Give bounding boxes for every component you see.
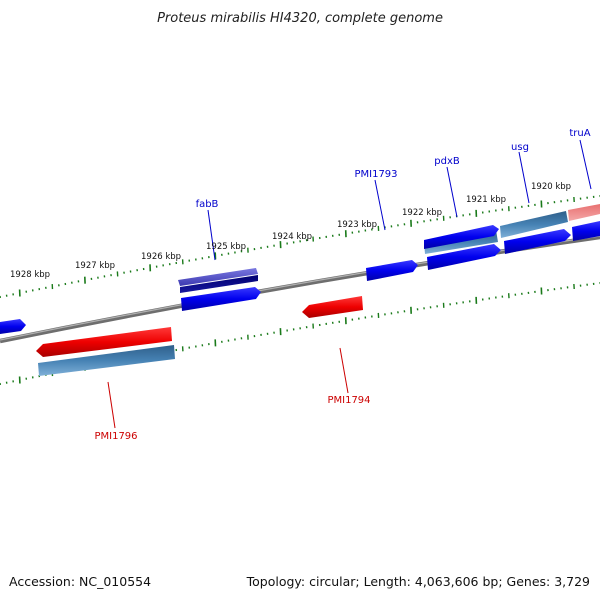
gene-label-pmi1793[interactable]: PMI1793 — [354, 169, 397, 180]
tick-label-1927: 1927 kbp — [75, 261, 115, 271]
gene-arrow-pdxb[interactable] — [424, 225, 499, 249]
trna-feature-fabb[interactable] — [178, 268, 258, 286]
gene-label-pmi1794[interactable]: PMI1794 — [327, 395, 370, 406]
gene-arrow-pdxb-cds[interactable] — [427, 244, 501, 270]
gene-arrow-usg[interactable] — [504, 229, 571, 254]
leader-pmi1794 — [339, 347, 349, 394]
gene-arrow-fabb[interactable] — [181, 287, 261, 311]
cds-feature-pmi1796[interactable] — [38, 345, 175, 376]
map-title: Proteus mirabilis HI4320, complete genom… — [157, 11, 443, 26]
tick-label-1926: 1926 kbp — [141, 252, 181, 262]
gene-arrow-trua[interactable] — [572, 221, 600, 241]
gene-label-pdxb[interactable]: pdxB — [434, 156, 460, 167]
gene-label-usg[interactable]: usg — [511, 142, 529, 153]
cds-feature-trua[interactable] — [568, 204, 600, 221]
leader-fabb — [207, 209, 216, 261]
tick-label-1921: 1921 kbp — [466, 195, 506, 205]
tick-label-1924: 1924 kbp — [272, 232, 312, 242]
outer-tick-ring — [0, 195, 600, 299]
tick-label-1928: 1928 kbp — [10, 270, 50, 280]
accession-text: Accession: NC_010554 — [9, 574, 151, 589]
gene-label-pmi1796[interactable]: PMI1796 — [94, 431, 137, 442]
cds-feature-usg[interactable] — [500, 211, 568, 238]
cds-feature-fabb[interactable] — [180, 275, 258, 293]
leader-trua — [579, 139, 592, 190]
gene-label-trua[interactable]: truA — [569, 128, 590, 139]
genome-summary-text: Topology: circular; Length: 4,063,606 bp… — [246, 574, 590, 589]
gene-arrow-pmi1794[interactable] — [302, 296, 363, 318]
gene-label-fabb[interactable]: fabB — [196, 199, 219, 210]
leader-pdxb — [446, 166, 458, 218]
leader-pmi1796 — [107, 381, 116, 429]
tick-label-1923: 1923 kbp — [337, 220, 377, 230]
gene-arrow-left[interactable] — [0, 319, 26, 334]
leader-lines-reverse — [107, 347, 349, 429]
leader-usg — [518, 151, 530, 204]
leader-lines — [207, 139, 592, 261]
gene-arrow-pmi1793[interactable] — [366, 260, 418, 281]
leader-pmi1793 — [374, 179, 386, 231]
tick-label-1922: 1922 kbp — [402, 208, 442, 218]
gene-arrow-pmi1796[interactable] — [36, 327, 172, 357]
tick-label-1925: 1925 kbp — [206, 242, 246, 252]
tick-label-1920: 1920 kbp — [531, 182, 571, 192]
